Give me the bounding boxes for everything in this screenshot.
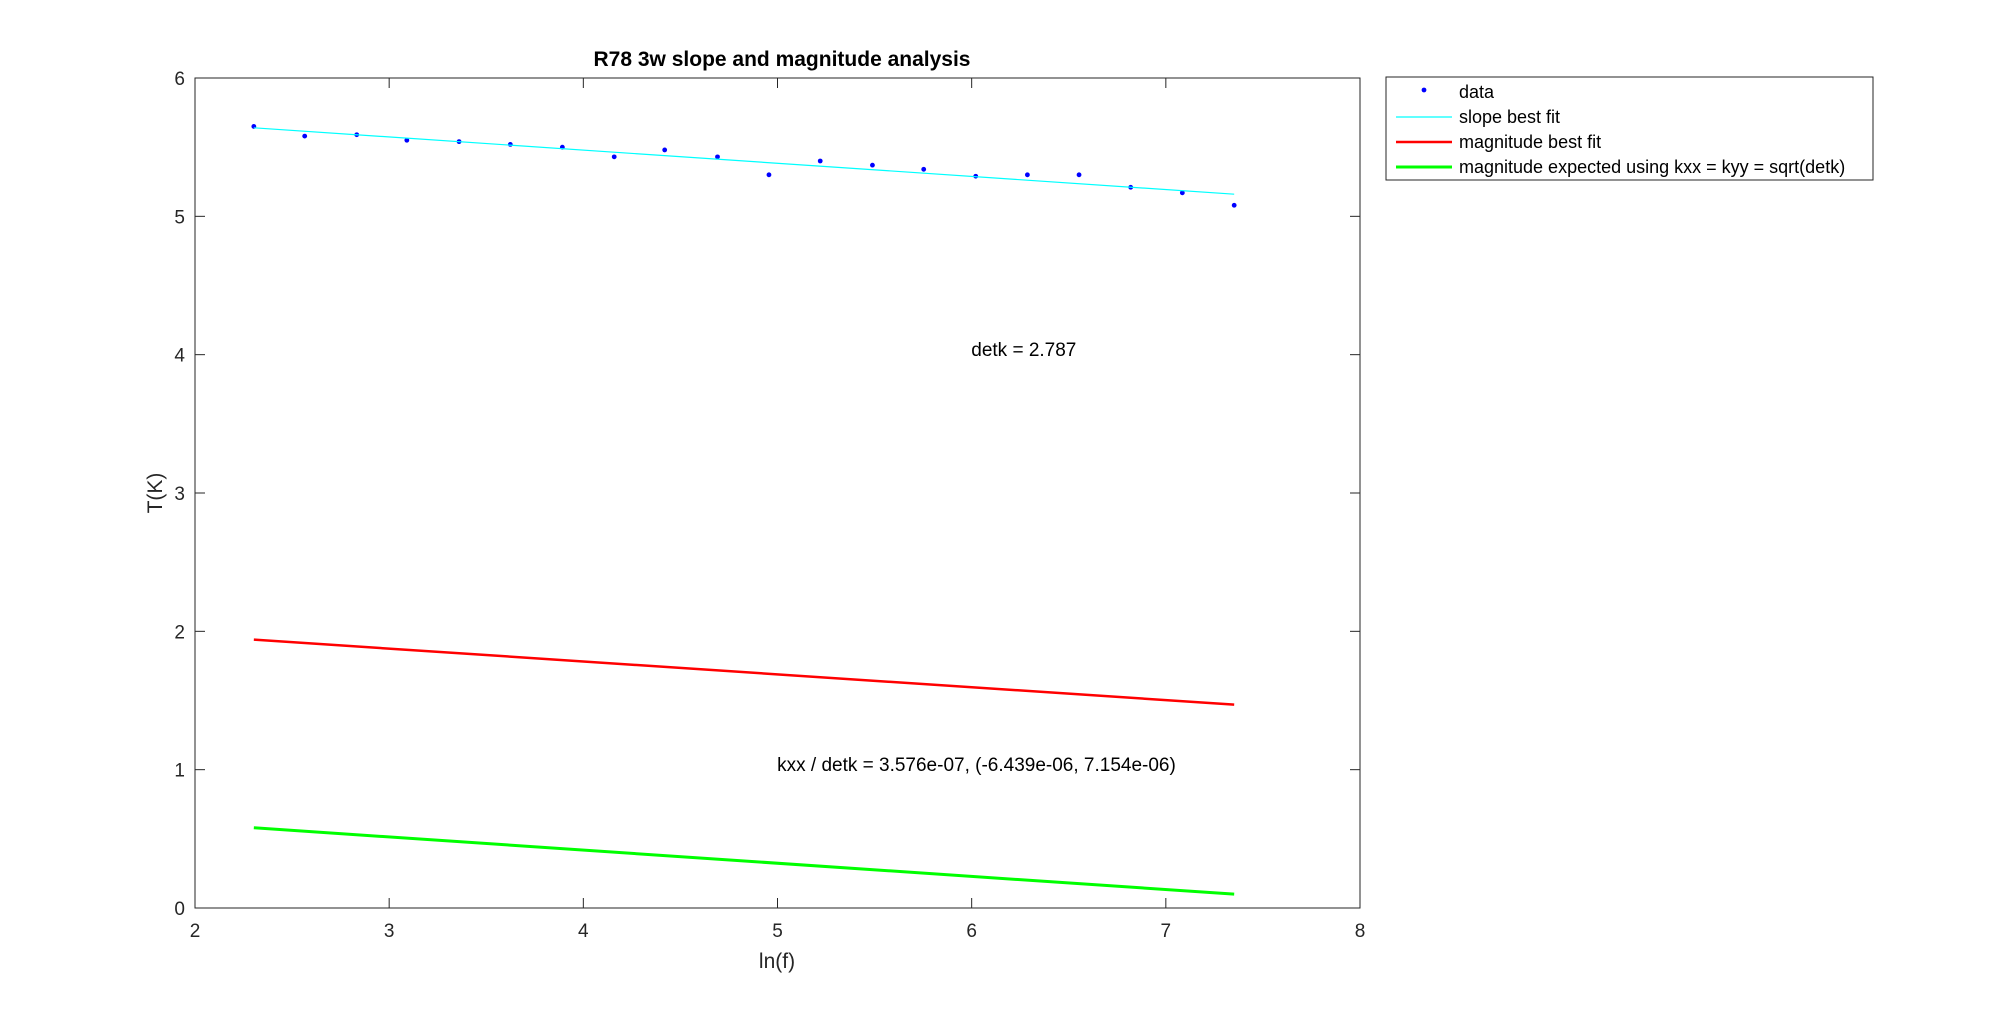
x-tick-label: 2 xyxy=(190,921,201,942)
annotation-text: kxx / detk = 3.576e-07, (-6.439e-06, 7.1… xyxy=(777,755,1176,776)
y-tick-label: 3 xyxy=(174,484,185,505)
legend-item: magnitude best fit xyxy=(1396,132,1601,152)
series-line-magnitude-expected-using-kxx-kyy-sqrt-detk xyxy=(253,826,1235,896)
data-point xyxy=(662,147,668,153)
legend-marker xyxy=(1421,87,1427,93)
x-tick-label: 3 xyxy=(384,921,395,942)
data-point xyxy=(1179,190,1185,196)
data-point xyxy=(1076,172,1082,178)
legend: data slope best fit magnitude best fit magn… xyxy=(1385,76,1874,181)
data-point xyxy=(611,154,617,160)
y-tick-label: 2 xyxy=(174,622,185,643)
x-axis-label: ln(f) xyxy=(759,950,795,973)
series-layer xyxy=(251,124,1237,896)
data-point xyxy=(715,154,720,160)
x-tick-label: 8 xyxy=(1355,921,1366,942)
y-axis-label: T(K) xyxy=(144,473,167,514)
y-tick-label: 5 xyxy=(174,207,185,228)
legend-label: slope best fit xyxy=(1459,107,1560,127)
annotation-text: detk = 2.787 xyxy=(971,340,1076,361)
legend-item: magnitude expected using kxx = kyy = sqr… xyxy=(1396,157,1845,177)
y-tick-label: 6 xyxy=(174,69,185,90)
data-point xyxy=(1231,202,1237,208)
data-point xyxy=(766,172,772,178)
series-line-magnitude-best-fit xyxy=(253,638,1235,706)
data-point xyxy=(404,137,410,143)
y-tick-label: 1 xyxy=(174,761,185,782)
annotation-layer: detk = 2.787 kxx / detk = 3.576e-07, (-6.… xyxy=(777,340,1176,776)
ticks-layer: 2 3 4 5 6 7 8 0 1 2 3 4 5 6 xyxy=(174,69,1365,942)
legend-label: magnitude expected using kxx = kyy = sqr… xyxy=(1459,157,1845,177)
legend-item: data xyxy=(1421,82,1495,102)
legend-item: slope best fit xyxy=(1396,107,1560,127)
series-line-slope-best-fit xyxy=(253,127,1235,195)
x-tick-label: 5 xyxy=(772,921,783,942)
data-point xyxy=(921,166,927,172)
legend-label: magnitude best fit xyxy=(1459,132,1601,152)
x-tick-label: 6 xyxy=(966,921,977,942)
data-point xyxy=(817,158,823,164)
plot-area xyxy=(195,78,1360,908)
legend-box xyxy=(1385,76,1874,181)
legend-label: data xyxy=(1459,82,1495,102)
data-point xyxy=(870,162,875,168)
data-point xyxy=(507,142,513,147)
x-tick-label: 4 xyxy=(578,921,589,942)
plot-box xyxy=(194,77,1361,909)
data-point xyxy=(1024,172,1030,178)
data-point xyxy=(302,133,308,139)
y-tick-label: 0 xyxy=(174,899,185,920)
chart-title: R78 3w slope and magnitude analysis xyxy=(594,48,971,71)
x-tick-label: 7 xyxy=(1161,921,1172,942)
y-tick-label: 4 xyxy=(174,346,185,367)
